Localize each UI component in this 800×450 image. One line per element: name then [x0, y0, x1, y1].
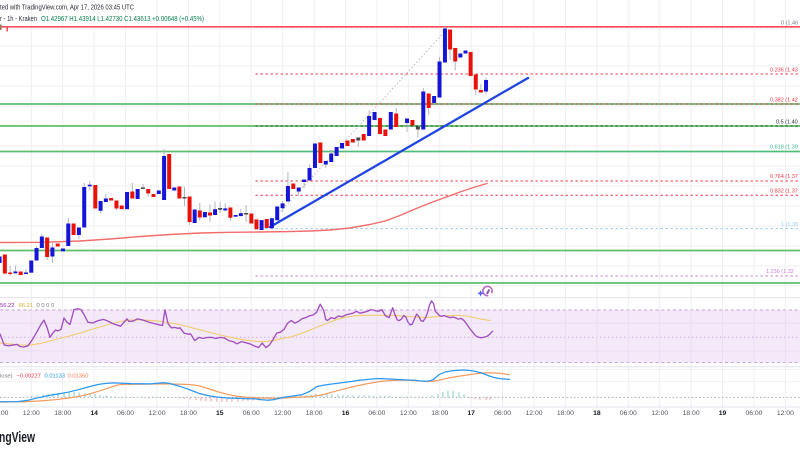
svg-text:12:00: 12:00 — [526, 410, 543, 417]
svg-text:18:00: 18:00 — [557, 410, 574, 417]
svg-text:19: 19 — [719, 410, 727, 417]
svg-text:06:00: 06:00 — [745, 410, 762, 417]
svg-text:0.764 (1.37: 0.764 (1.37 — [770, 174, 798, 180]
svg-text:12:00: 12:00 — [274, 410, 291, 417]
svg-text:16: 16 — [342, 410, 350, 417]
svg-text:ted with TradingView.com, Apr: ted with TradingView.com, Apr 17, 2026 0… — [0, 3, 135, 12]
svg-text:0.832 (1.37: 0.832 (1.37 — [770, 189, 798, 195]
svg-text:12:00: 12:00 — [400, 410, 417, 417]
svg-text:18:00: 18:00 — [306, 410, 323, 417]
svg-text:0 0 0 0: 0 0 0 0 — [37, 303, 55, 309]
svg-text:06:00: 06:00 — [0, 410, 9, 417]
svg-text:06:00: 06:00 — [243, 410, 260, 417]
svg-text:O1.42967 H1.43914 L1.42730 C1.: O1.42967 H1.43914 L1.42730 C1.43613 +0.0… — [41, 14, 204, 23]
svg-text:0.382 (1.42: 0.382 (1.42 — [770, 97, 798, 103]
svg-text:0.5 (1.40: 0.5 (1.40 — [776, 119, 798, 125]
svg-text:18:00: 18:00 — [431, 410, 448, 417]
svg-text:0 (1.46: 0 (1.46 — [781, 20, 798, 26]
svg-text:12:00: 12:00 — [777, 410, 794, 417]
svg-text:12:00: 12:00 — [148, 410, 165, 417]
svg-text:0.01360: 0.01360 — [68, 374, 89, 380]
svg-text:06:00: 06:00 — [620, 410, 637, 417]
svg-text:1.236 (1.32: 1.236 (1.32 — [766, 269, 794, 275]
svg-text:06:00: 06:00 — [117, 410, 134, 417]
svg-text:18:00: 18:00 — [683, 410, 700, 417]
svg-text:06:00: 06:00 — [368, 410, 385, 417]
svg-text:r - 1h - Kraken: r - 1h - Kraken — [0, 14, 37, 23]
svg-text:56.22: 56.22 — [0, 303, 15, 309]
svg-text:0.01133: 0.01133 — [45, 374, 66, 380]
svg-text:1 (1.35: 1 (1.35 — [781, 222, 798, 228]
svg-text:66.21: 66.21 — [19, 303, 34, 309]
svg-text:−0.00227: −0.00227 — [17, 374, 41, 380]
svg-text:12:00: 12:00 — [23, 410, 40, 417]
svg-text:18:00: 18:00 — [180, 410, 197, 417]
svg-text:14: 14 — [90, 410, 98, 417]
svg-text:ngView: ngView — [0, 429, 35, 446]
svg-text:06:00: 06:00 — [494, 410, 511, 417]
svg-text:18: 18 — [593, 410, 601, 417]
svg-text:0.236 (1.43: 0.236 (1.43 — [770, 67, 798, 73]
svg-text:18:00: 18:00 — [54, 410, 71, 417]
svg-text:0.618 (1.39: 0.618 (1.39 — [770, 145, 798, 151]
svg-text:15: 15 — [216, 410, 224, 417]
svg-text:lose): lose) — [0, 374, 13, 380]
svg-text:12:00: 12:00 — [651, 410, 668, 417]
svg-text:17: 17 — [467, 410, 475, 417]
